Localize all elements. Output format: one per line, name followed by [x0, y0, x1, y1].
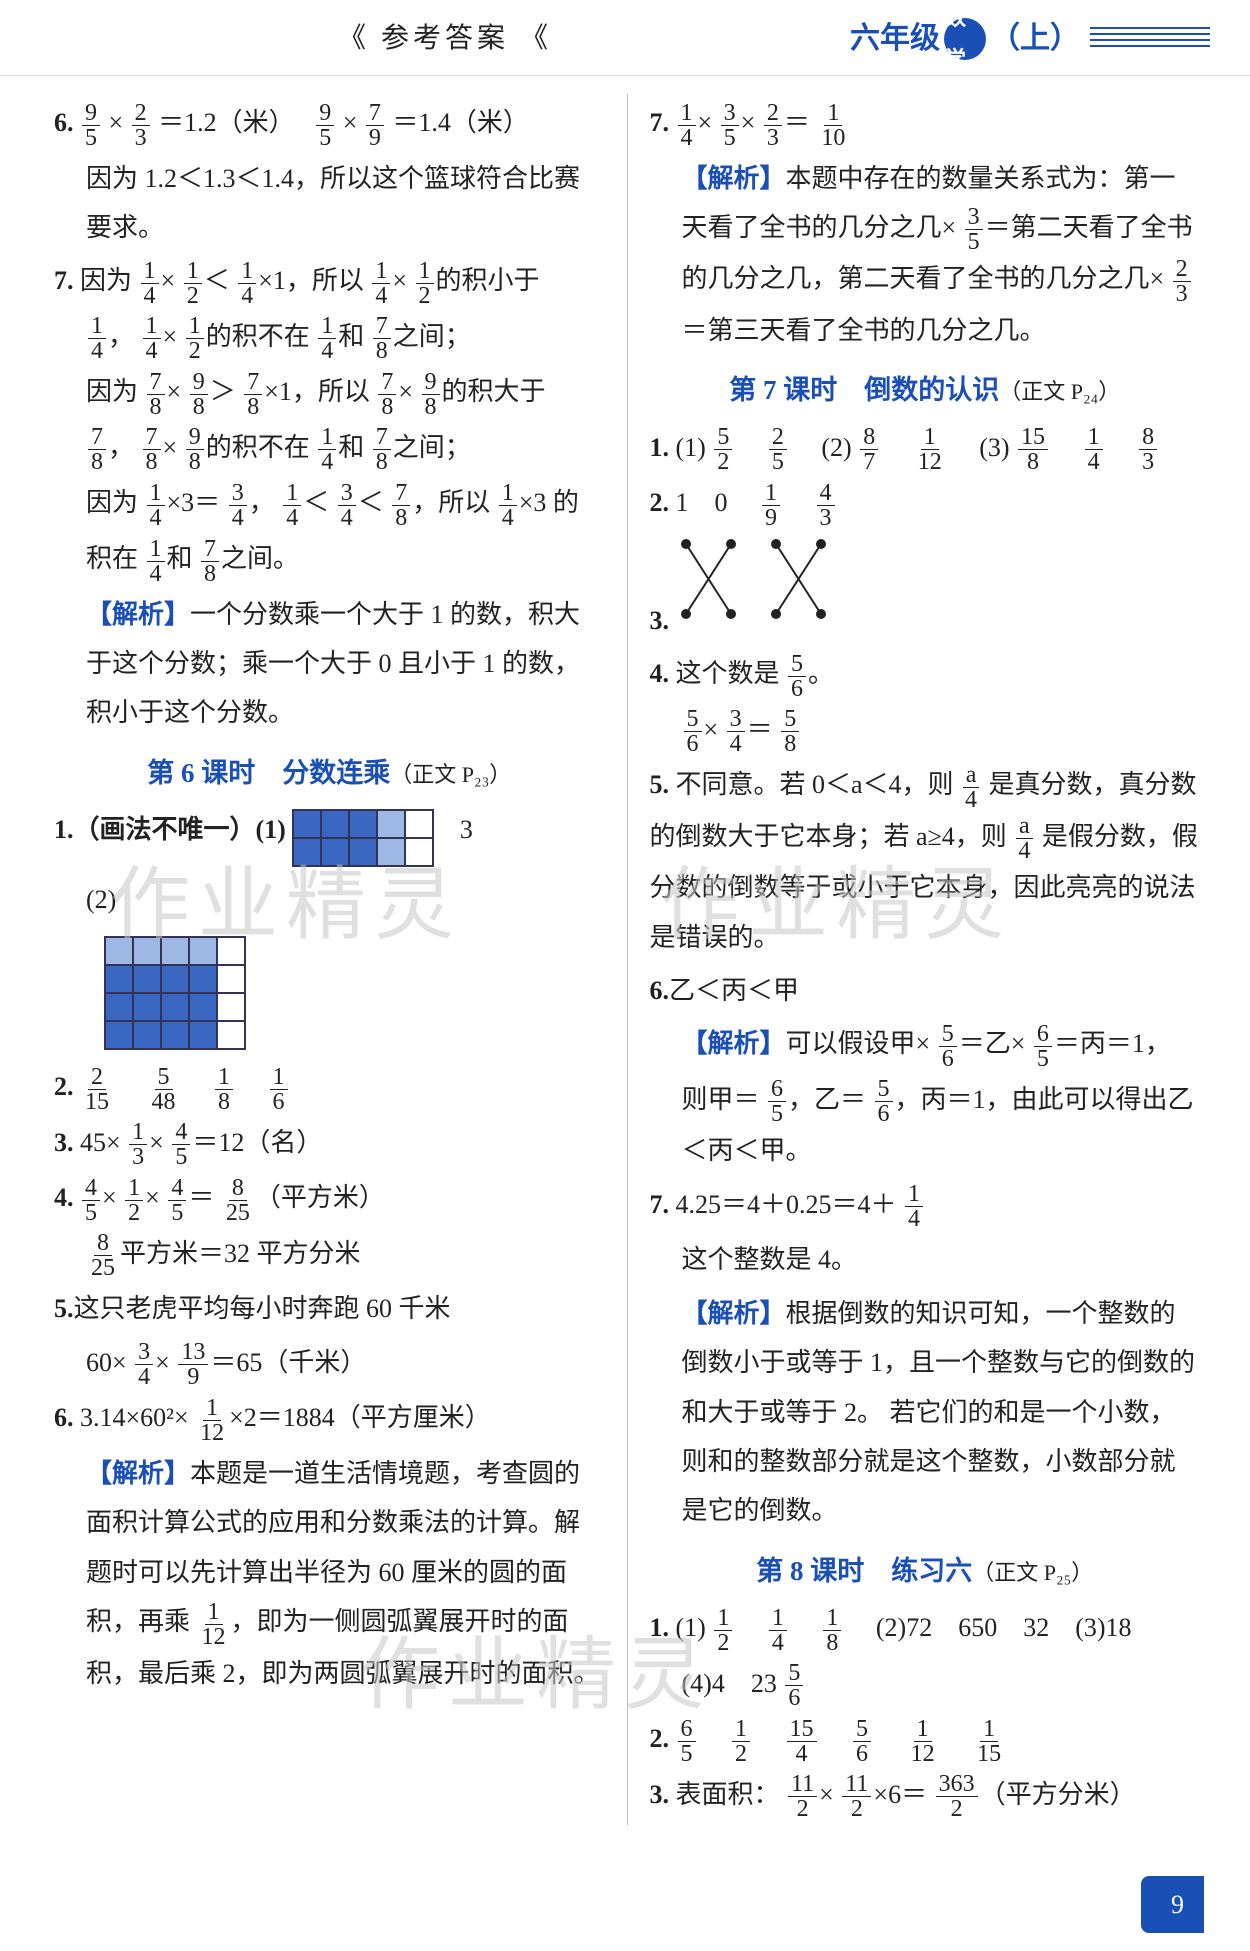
s7-q2: 2. 1 0 19 43 — [650, 478, 1201, 530]
r-q7: 7. 14× 35× 23＝ 110 — [650, 98, 1201, 150]
grid-diagram-2 — [54, 928, 605, 1058]
right-column: 7. 14× 35× 23＝ 110 【解析】本题中存在的数量关系式为：第一天看… — [628, 94, 1211, 1825]
s7-q5: 5. 不同意。若 0＜a＜4，则 a4 是真分数，真分数的倒数大于它本身；若 a… — [650, 760, 1201, 962]
header-center: 《 参考答案 《 — [338, 12, 552, 65]
cross-diagram-icon — [676, 534, 846, 629]
section-6-title: 第 6 课时 分数连乘（正文 P₂₃） — [54, 748, 605, 799]
grid-diagram-1 — [292, 809, 434, 867]
section-7-title: 第 7 课时 倒数的认识（正文 P₂₄） — [650, 365, 1201, 416]
s7-q7: 7. 4.25＝4＋0.25＝4＋ 14 — [650, 1180, 1201, 1232]
section-8-title: 第 8 课时 练习六（正文 P₂₅） — [650, 1546, 1201, 1597]
page-number: 9 — [1141, 1876, 1204, 1933]
s6-q6: 6. 3.14×60²× 112×2＝1884（平方厘米） — [54, 1393, 605, 1445]
q7: 7. 因为 14× 12＜ 14×1，所以 14× 12的积小于 — [54, 256, 605, 308]
s7-q6: 6.乙＜丙＜甲 — [650, 966, 1201, 1015]
s6-q1: 1.（画法不唯一）(1) 3 — [54, 805, 605, 871]
s6-q4: 4. 45× 12× 45＝ 825（平方米） — [54, 1173, 605, 1225]
s7-q4: 4. 这个数是 56。 — [650, 649, 1201, 701]
s6-q5: 5.这只老虎平均每小时奔跑 60 千米 — [54, 1284, 605, 1333]
s7-q3: 3. — [650, 534, 1201, 645]
q6: 6. 95 × 23 ＝1.2（米） 95 × 79 ＝1.4（米） — [54, 98, 605, 150]
s8-q1: 1. (1) 12 14 18 (2)72 650 32 (3)18 — [650, 1603, 1201, 1655]
s7-q1: 1. (1) 52 25 (2) 87 112 (3) 158 14 83 — [650, 423, 1201, 475]
s8-q2: 2. 65 12 154 56 112 115 — [650, 1714, 1201, 1766]
s6-q2: 2. 215 548 18 16 — [54, 1062, 605, 1114]
s8-q3: 3. 表面积： 112× 112×6＝ 3632（平方分米） — [650, 1770, 1201, 1822]
page-header: 《 参考答案 《 六年级 数学 （上） — [0, 0, 1250, 76]
s6-q3: 3. 45× 13× 45＝12（名） — [54, 1118, 605, 1170]
header-lines-icon — [1090, 27, 1210, 51]
header-right: 六年级 数学 （上） — [850, 10, 1210, 67]
subject-badge: 数学 — [944, 18, 986, 60]
left-column: 6. 95 × 23 ＝1.2（米） 95 × 79 ＝1.4（米） 因为 1.… — [44, 94, 628, 1825]
